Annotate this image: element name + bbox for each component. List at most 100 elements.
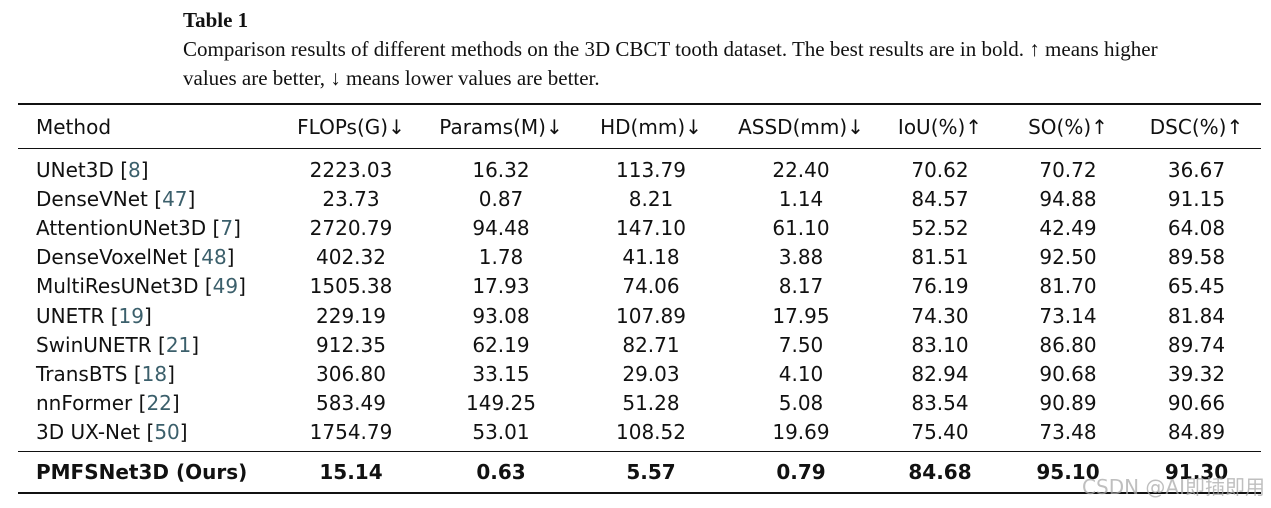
value-cell: 2720.79	[309, 215, 393, 240]
value-cell: 1.14	[778, 186, 824, 211]
citation-link[interactable]: 19	[118, 303, 144, 328]
value-cell: 7.50	[778, 332, 824, 357]
method-name: nnFormer	[36, 391, 133, 416]
value-cell: 147.10	[616, 215, 686, 240]
table-label: Table 1	[183, 8, 249, 32]
value-cell: 23.73	[322, 186, 380, 211]
table-row: UNet3D [8] 2223.03 16.32 113.79 22.40 70.62 70…	[18, 149, 1261, 185]
value-cell: 90.68	[1039, 361, 1097, 386]
table-row: MultiResUNet3D [49] 1505.38 17.93 74.06 8.17…	[18, 272, 1261, 301]
value-cell: 8.21	[628, 186, 674, 211]
value-cell: 107.89	[616, 303, 686, 328]
method-name: PMFSNet3D (Ours)	[18, 450, 276, 494]
value-cell: 94.88	[1039, 186, 1097, 211]
value-cell: 22.40	[772, 157, 830, 182]
table-row: DenseVoxelNet [48] 402.32 1.78 41.18 3.88 81.…	[18, 243, 1261, 272]
header-iou: IoU(%)↑	[876, 103, 1004, 149]
citation-link[interactable]: 48	[201, 245, 227, 270]
value-cell: 1.78	[478, 245, 524, 270]
method-name: 3D UX-Net	[36, 420, 141, 445]
value-cell: 1754.79	[309, 420, 393, 445]
table-description: Comparison results of different methods …	[183, 37, 1158, 90]
value-cell: 33.15	[472, 361, 530, 386]
header-dsc: DSC(%)↑	[1132, 103, 1261, 149]
table-row: TransBTS [18] 306.80 33.15 29.03 4.10 82.94 90…	[18, 359, 1261, 388]
value-cell: 16.32	[472, 157, 530, 182]
header-hd: HD(mm)↓	[576, 103, 726, 149]
citation-link[interactable]: 49	[212, 274, 239, 299]
value-cell: 15.14	[276, 450, 426, 494]
value-cell: 81.51	[911, 245, 969, 270]
table-row: nnFormer [22] 583.49 149.25 51.28 5.08 83.54 9…	[18, 389, 1261, 418]
citation-link[interactable]: 47	[162, 186, 188, 211]
value-cell: 36.67	[1167, 157, 1226, 182]
value-cell: 64.08	[1167, 215, 1226, 240]
table-row: 3D UX-Net [50] 1754.79 53.01 108.52 19.69 75.…	[18, 418, 1261, 452]
method-name: UNet3D	[36, 157, 114, 182]
value-cell: 0.79	[726, 450, 876, 494]
value-cell: 94.48	[472, 215, 530, 240]
value-cell: 65.45	[1167, 274, 1226, 299]
method-cell: DenseVoxelNet [48]	[36, 245, 235, 270]
citation-link[interactable]: 22	[146, 391, 172, 416]
value-cell: 5.08	[778, 391, 824, 416]
value-cell: 82.71	[622, 332, 680, 357]
value-cell: 8.17	[778, 274, 824, 299]
header-so: SO(%)↑	[1004, 103, 1132, 149]
table-row: DenseVNet [47] 23.73 0.87 8.21 1.14 84.57 94.8…	[18, 184, 1261, 213]
value-cell: 108.52	[616, 420, 686, 445]
value-cell: 76.19	[911, 274, 969, 299]
ours-row: PMFSNet3D (Ours) 15.14 0.63 5.57 0.79 84…	[18, 450, 1261, 494]
citation-link[interactable]: 7	[220, 215, 234, 240]
results-table: Method FLOPs(G)↓ Params(M)↓ HD(mm)↓ ASSD…	[18, 103, 1261, 494]
value-cell: 84.89	[1167, 420, 1226, 445]
header-params: Params(M)↓	[426, 103, 576, 149]
table-body: UNet3D [8] 2223.03 16.32 113.79 22.40 70.62 70…	[18, 149, 1261, 452]
header-row: Method FLOPs(G)↓ Params(M)↓ HD(mm)↓ ASSD…	[18, 103, 1261, 149]
value-cell: 73.48	[1039, 420, 1097, 445]
method-cell: DenseVNet [47]	[36, 186, 196, 211]
value-cell: 17.93	[472, 274, 530, 299]
method-cell: SwinUNETR [21]	[36, 332, 200, 357]
value-cell: 912.35	[316, 332, 386, 357]
value-cell: 5.57	[576, 450, 726, 494]
method-name: SwinUNETR	[36, 332, 152, 357]
value-cell: 82.94	[911, 361, 969, 386]
value-cell: 39.32	[1167, 361, 1226, 386]
value-cell: 583.49	[316, 391, 386, 416]
value-cell: 90.66	[1167, 391, 1226, 416]
method-cell: TransBTS [18]	[36, 361, 175, 386]
method-cell: UNETR [19]	[36, 303, 152, 328]
value-cell: 86.80	[1039, 332, 1097, 357]
value-cell: 83.54	[911, 391, 969, 416]
value-cell: 93.08	[472, 303, 530, 328]
citation-link[interactable]: 21	[165, 332, 192, 357]
value-cell: 52.52	[911, 215, 969, 240]
table-caption: Table 1 Comparison results of different …	[183, 6, 1183, 93]
value-cell: 81.70	[1039, 274, 1097, 299]
value-cell: 90.89	[1039, 391, 1097, 416]
method-name: AttentionUNet3D	[36, 215, 207, 240]
value-cell: 73.14	[1039, 303, 1097, 328]
value-cell: 0.63	[426, 450, 576, 494]
value-cell: 61.10	[772, 215, 830, 240]
value-cell: 149.25	[466, 391, 536, 416]
header-method: Method	[18, 103, 276, 149]
method-name: TransBTS	[36, 361, 128, 386]
value-cell: 2223.03	[309, 157, 393, 182]
value-cell: 306.80	[316, 361, 386, 386]
value-cell: 91.30	[1132, 450, 1261, 494]
citation-link[interactable]: 8	[128, 157, 141, 182]
value-cell: 4.10	[778, 361, 824, 386]
value-cell: 91.15	[1167, 186, 1226, 211]
value-cell: 74.30	[911, 303, 969, 328]
value-cell: 1505.38	[309, 274, 393, 299]
value-cell: 3.88	[778, 245, 824, 270]
citation-link[interactable]: 50	[154, 420, 180, 445]
citation-link[interactable]: 18	[141, 361, 168, 386]
value-cell: 51.28	[622, 391, 680, 416]
value-cell: 70.72	[1039, 157, 1097, 182]
watermark: CSDN @AI即插即用	[1082, 475, 1265, 499]
method-cell: MultiResUNet3D [49]	[36, 274, 246, 299]
method-cell: AttentionUNet3D [7]	[36, 215, 241, 240]
